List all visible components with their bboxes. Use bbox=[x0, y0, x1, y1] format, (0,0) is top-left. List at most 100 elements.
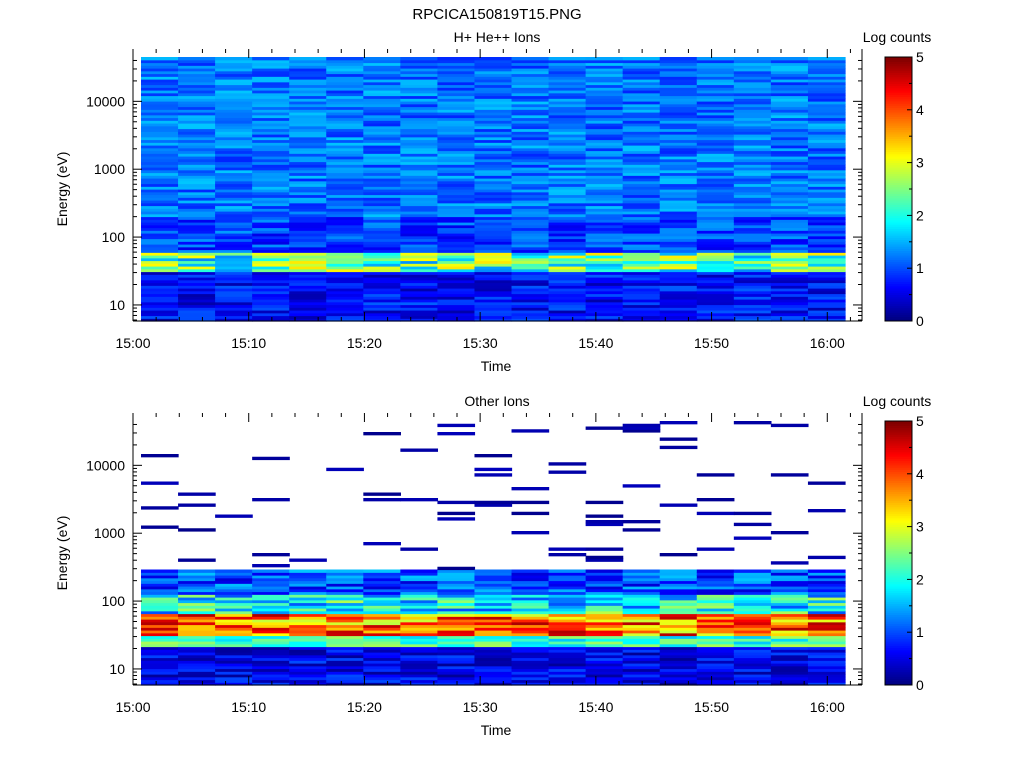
colorbar-step bbox=[885, 162, 912, 166]
heatmap-cell bbox=[511, 197, 550, 201]
heatmap-cell bbox=[511, 147, 550, 152]
x-ticks: 15:00 15:10 15:20 15:30 15:40 15:50 16:00 bbox=[115, 49, 851, 351]
heatmap-cell bbox=[659, 117, 698, 121]
colorbar-step bbox=[885, 109, 912, 113]
heatmap-cell bbox=[141, 57, 179, 61]
heatmap-cell bbox=[474, 621, 513, 626]
heatmap-cell bbox=[178, 630, 216, 634]
heatmap-cell bbox=[585, 652, 624, 656]
heatmap-cell bbox=[770, 423, 809, 428]
heatmap-cell bbox=[548, 200, 587, 204]
heatmap-cell bbox=[548, 679, 587, 683]
heatmap-cell bbox=[289, 224, 327, 229]
heatmap-cell bbox=[141, 128, 179, 132]
heatmap-cell bbox=[141, 315, 179, 319]
heatmap-cell bbox=[585, 180, 624, 185]
heatmap-cell bbox=[770, 288, 809, 292]
heatmap-cell bbox=[289, 307, 327, 311]
heatmap-cell bbox=[437, 134, 476, 138]
heatmap-cell bbox=[622, 238, 661, 242]
heatmap-cell bbox=[289, 219, 327, 223]
heatmap-cell bbox=[289, 180, 327, 185]
heatmap-cell bbox=[252, 641, 290, 645]
heatmap-cell bbox=[807, 288, 846, 292]
heatmap-cell bbox=[622, 315, 661, 319]
heatmap-cell bbox=[511, 57, 550, 61]
heatmap-cell bbox=[622, 657, 661, 661]
heatmap-cell bbox=[289, 202, 327, 207]
heatmap-cell bbox=[696, 621, 735, 626]
heatmap-cell bbox=[289, 282, 327, 286]
heatmap-cell bbox=[252, 73, 290, 77]
heatmap-cell bbox=[326, 211, 364, 215]
heatmap-cell bbox=[474, 503, 513, 507]
heatmap-cell bbox=[437, 257, 476, 262]
heatmap-cell bbox=[770, 299, 809, 303]
colorbar-step bbox=[885, 570, 912, 574]
heatmap-cell bbox=[548, 205, 587, 209]
heatmap-cell bbox=[511, 208, 550, 212]
heatmap-cell bbox=[585, 106, 624, 110]
colorbar-step bbox=[885, 656, 912, 660]
heatmap-cell bbox=[511, 238, 550, 242]
heatmap-cell bbox=[511, 73, 550, 77]
heatmap-cell bbox=[548, 101, 587, 105]
heatmap-cell bbox=[141, 257, 179, 262]
heatmap-cell bbox=[659, 671, 698, 675]
heatmap-cell bbox=[141, 635, 179, 639]
heatmap-cell bbox=[474, 288, 513, 292]
heatmap-cell bbox=[770, 95, 809, 99]
heatmap-cell bbox=[585, 514, 624, 518]
heatmap-cell bbox=[807, 191, 846, 196]
heatmap-cell bbox=[289, 632, 327, 637]
heatmap-cell bbox=[807, 120, 846, 124]
heatmap-cell bbox=[548, 202, 587, 207]
heatmap-cell bbox=[474, 296, 513, 300]
heatmap-cell bbox=[437, 186, 476, 190]
heatmap-cell bbox=[400, 304, 439, 308]
heatmap-cell bbox=[733, 263, 772, 267]
heatmap-cell bbox=[178, 638, 216, 642]
heatmap-cell bbox=[474, 191, 513, 196]
x-tick-label: 15:40 bbox=[578, 699, 613, 715]
heatmap-cell bbox=[400, 268, 439, 273]
heatmap-cell bbox=[363, 164, 401, 168]
heatmap-cell bbox=[733, 117, 772, 121]
heatmap-cell bbox=[474, 674, 513, 678]
heatmap-cell bbox=[807, 235, 846, 240]
heatmap-cell bbox=[400, 150, 439, 154]
heatmap-cell bbox=[474, 632, 513, 637]
heatmap-cell bbox=[733, 296, 772, 300]
heatmap-cell bbox=[474, 679, 513, 683]
heatmap-cell bbox=[696, 588, 735, 593]
heatmap-cell bbox=[659, 682, 698, 686]
colorbar-step bbox=[885, 74, 912, 78]
heatmap-cell bbox=[696, 101, 735, 105]
heatmap-cell bbox=[215, 62, 253, 66]
heatmap-cell bbox=[733, 654, 772, 659]
heatmap-cell bbox=[252, 296, 290, 300]
heatmap-cell bbox=[252, 191, 290, 196]
heatmap-cell bbox=[178, 235, 216, 240]
heatmap-cell bbox=[252, 663, 290, 667]
heatmap-cell bbox=[696, 90, 735, 94]
heatmap-cell bbox=[585, 580, 624, 584]
heatmap-cell bbox=[770, 109, 809, 113]
heatmap-cell bbox=[511, 186, 550, 190]
heatmap-cell bbox=[141, 277, 179, 281]
heatmap-cell bbox=[585, 189, 624, 193]
heatmap-cell bbox=[696, 312, 735, 317]
heatmap-cell bbox=[733, 575, 772, 579]
heatmap-cell bbox=[696, 142, 735, 146]
heatmap-cell bbox=[733, 219, 772, 223]
heatmap-cell bbox=[585, 213, 624, 218]
heatmap-cell bbox=[178, 602, 216, 606]
heatmap-cell bbox=[178, 304, 216, 308]
heatmap-cell bbox=[474, 178, 513, 182]
heatmap-cell bbox=[807, 62, 846, 66]
heatmap-cell bbox=[178, 68, 216, 72]
heatmap-cell bbox=[252, 586, 290, 590]
colorbar-step bbox=[885, 671, 912, 675]
heatmap-cell bbox=[141, 610, 179, 615]
heatmap-cell bbox=[659, 180, 698, 185]
